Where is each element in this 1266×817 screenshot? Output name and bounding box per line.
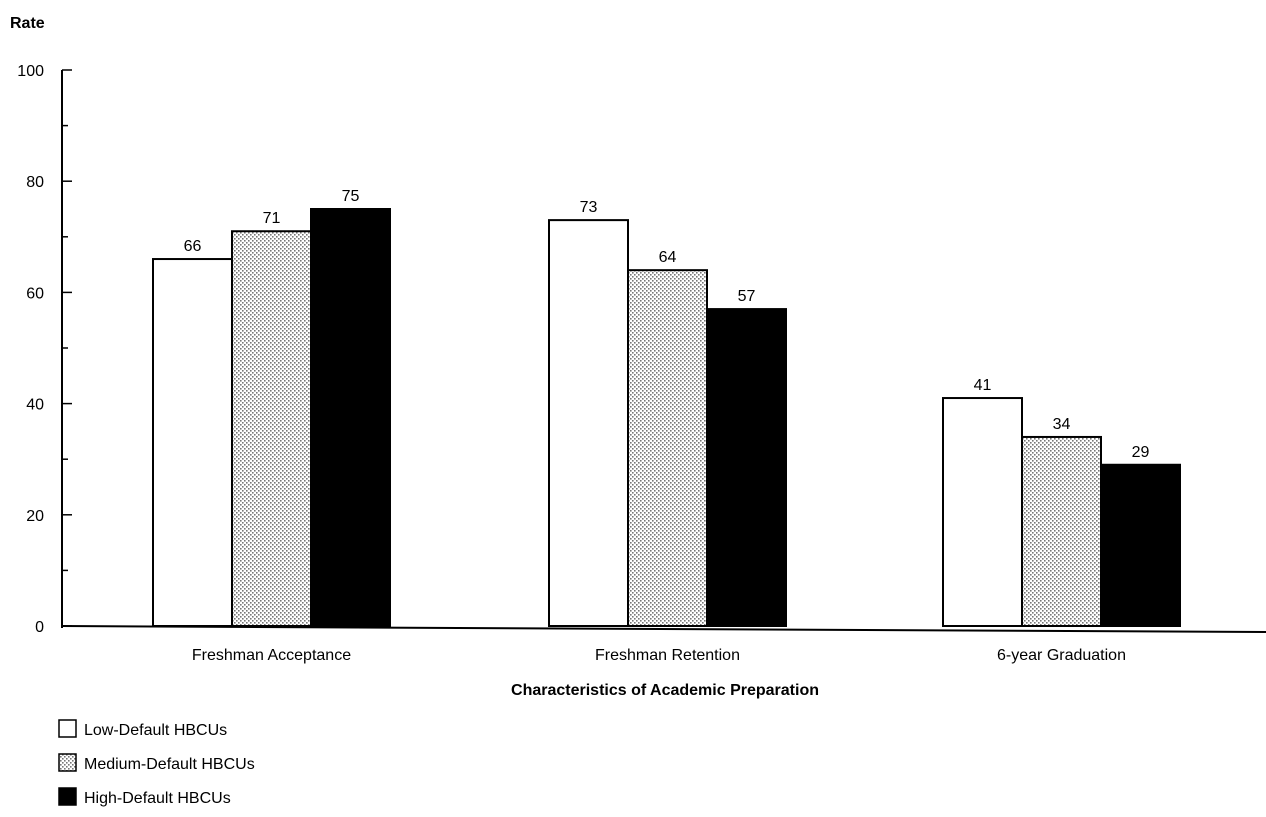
- bar-high-0: [310, 208, 391, 627]
- bar-value-label: 66: [184, 238, 202, 255]
- bar-labels: 66 73 41 71 64 34 75 57 29: [184, 188, 1150, 461]
- x-tick-label: Freshman Acceptance: [192, 647, 351, 664]
- y-tick-label: 80: [26, 174, 44, 191]
- x-tick-label: Freshman Retention: [595, 647, 740, 664]
- bars: [152, 208, 1181, 628]
- bar-value-label: 73: [580, 199, 598, 216]
- x-tick-label: 6-year Graduation: [997, 647, 1126, 664]
- bar-value-label: 75: [342, 188, 360, 205]
- bar-low-1: [548, 219, 629, 627]
- legend-swatch-low: [58, 719, 77, 738]
- y-tick-label: 40: [26, 397, 44, 414]
- y-axis-title: Rate: [10, 15, 45, 32]
- legend-label: Low-Default HBCUs: [84, 722, 227, 739]
- legend-label: Medium-Default HBCUs: [84, 756, 255, 773]
- y-tick-label: 100: [17, 63, 44, 80]
- y-axis: 0 20 40 60 80 100: [17, 63, 72, 636]
- bar-medium-2: [1021, 435, 1102, 627]
- x-tick-labels: Freshman Acceptance Freshman Retention 6-y…: [192, 647, 1126, 664]
- bar-high-1: [706, 308, 787, 627]
- bar-low-0: [152, 258, 233, 627]
- bar-medium-0: [231, 230, 312, 628]
- bar-medium-1: [627, 269, 708, 627]
- bar-value-label: 71: [263, 210, 281, 227]
- bar-value-label: 29: [1132, 444, 1150, 461]
- y-tick-label: 60: [26, 285, 44, 302]
- bar-low-2: [942, 397, 1023, 628]
- legend-swatch-high: [58, 787, 77, 806]
- legend-swatch-medium: [58, 753, 77, 772]
- bar-value-label: 57: [738, 288, 756, 305]
- bar-value-label: 34: [1053, 416, 1071, 433]
- legend-label: High-Default HBCUs: [84, 790, 231, 807]
- y-tick-label: 20: [26, 508, 44, 525]
- bar-value-label: 64: [659, 249, 677, 266]
- legend: Low-Default HBCUs Medium-Default HBCUs Hig…: [58, 719, 255, 807]
- x-axis-title: Characteristics of Academic Preparation: [511, 682, 819, 699]
- bar-high-2: [1100, 463, 1181, 628]
- x-axis-line: [61, 625, 1266, 633]
- bar-value-label: 41: [974, 377, 992, 394]
- y-tick-label: 0: [35, 619, 44, 636]
